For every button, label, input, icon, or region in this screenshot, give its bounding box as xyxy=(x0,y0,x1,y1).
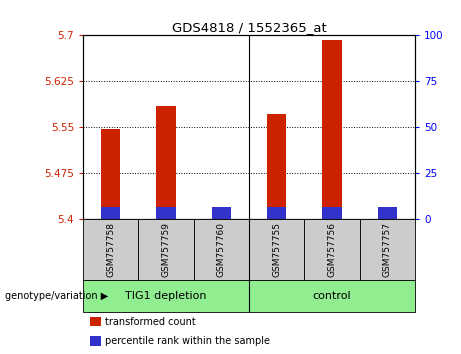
Bar xyxy=(304,219,360,280)
Bar xyxy=(101,129,120,219)
Text: percentile rank within the sample: percentile rank within the sample xyxy=(105,336,270,346)
Bar xyxy=(378,215,397,219)
Bar xyxy=(322,40,342,219)
Bar xyxy=(212,207,231,219)
Text: GSM757760: GSM757760 xyxy=(217,222,226,277)
Bar xyxy=(378,207,397,219)
Bar xyxy=(194,219,249,280)
Text: GSM757758: GSM757758 xyxy=(106,222,115,277)
Text: GSM757755: GSM757755 xyxy=(272,222,281,277)
Title: GDS4818 / 1552365_at: GDS4818 / 1552365_at xyxy=(171,21,326,34)
Bar xyxy=(156,106,176,219)
Text: GSM757756: GSM757756 xyxy=(327,222,337,277)
Text: GSM757757: GSM757757 xyxy=(383,222,392,277)
Bar xyxy=(212,210,231,219)
Bar xyxy=(83,219,138,280)
Bar xyxy=(83,280,249,312)
Text: GSM757759: GSM757759 xyxy=(161,222,171,277)
Text: control: control xyxy=(313,291,351,301)
Bar xyxy=(267,114,286,219)
Text: genotype/variation ▶: genotype/variation ▶ xyxy=(5,291,108,301)
Text: TIG1 depletion: TIG1 depletion xyxy=(125,291,207,301)
Text: transformed count: transformed count xyxy=(105,317,195,327)
Bar xyxy=(89,336,101,346)
Bar xyxy=(138,219,194,280)
Bar xyxy=(249,219,304,280)
Bar xyxy=(156,207,176,219)
Bar xyxy=(360,219,415,280)
Bar xyxy=(101,207,120,219)
Bar xyxy=(322,207,342,219)
Bar xyxy=(267,207,286,219)
Bar xyxy=(89,317,101,326)
Bar xyxy=(249,280,415,312)
